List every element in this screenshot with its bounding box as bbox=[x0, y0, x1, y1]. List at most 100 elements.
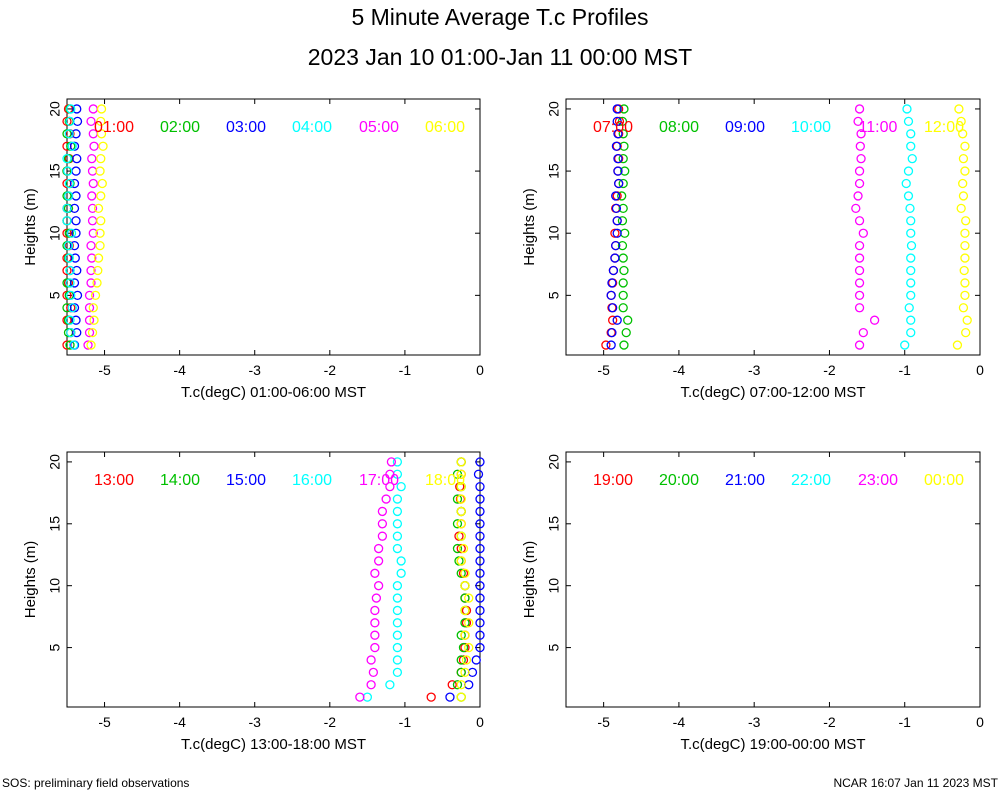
data-point bbox=[906, 265, 916, 276]
data-point bbox=[856, 129, 866, 139]
data-point bbox=[62, 154, 72, 164]
data-point bbox=[608, 303, 618, 313]
data-point bbox=[601, 340, 611, 350]
data-point bbox=[87, 154, 97, 164]
legend-label: 07:00 bbox=[593, 119, 633, 136]
data-point bbox=[854, 278, 865, 288]
series-0300 bbox=[69, 104, 83, 350]
data-point bbox=[869, 315, 880, 325]
series-1800 bbox=[456, 457, 474, 702]
data-point bbox=[366, 655, 376, 665]
data-point bbox=[475, 482, 485, 492]
data-point bbox=[854, 253, 865, 263]
data-point bbox=[377, 531, 388, 541]
data-point bbox=[452, 543, 463, 554]
data-point bbox=[854, 104, 865, 114]
data-point bbox=[464, 593, 474, 603]
data-point bbox=[452, 469, 463, 479]
data-point bbox=[475, 618, 485, 628]
data-point bbox=[370, 568, 380, 578]
legend-label: 19:00 bbox=[593, 472, 633, 489]
data-point bbox=[396, 568, 406, 578]
x-tick-label: -3 bbox=[748, 714, 761, 730]
y-tick-label: 10 bbox=[47, 578, 63, 594]
data-point bbox=[392, 642, 403, 653]
data-point bbox=[618, 129, 628, 139]
series-1500 bbox=[445, 457, 485, 702]
data-point bbox=[613, 129, 623, 139]
data-point bbox=[456, 531, 466, 541]
data-point bbox=[619, 265, 629, 276]
data-point bbox=[464, 642, 474, 653]
legend-label: 18:00 bbox=[425, 472, 465, 489]
data-point bbox=[96, 154, 106, 164]
legend-label: 06:00 bbox=[425, 119, 465, 136]
data-point bbox=[396, 556, 406, 566]
data-point bbox=[72, 327, 82, 338]
legend-label: 05:00 bbox=[359, 119, 399, 136]
data-point bbox=[456, 469, 466, 479]
data-point bbox=[456, 494, 466, 504]
data-point bbox=[456, 568, 466, 578]
data-point bbox=[960, 228, 970, 238]
data-point bbox=[64, 178, 74, 189]
data-point bbox=[619, 340, 629, 350]
data-point bbox=[475, 642, 485, 653]
data-point bbox=[396, 482, 406, 492]
data-point bbox=[370, 618, 380, 628]
data-point bbox=[960, 290, 970, 300]
data-point bbox=[64, 129, 74, 139]
data-point bbox=[392, 618, 403, 628]
data-point bbox=[87, 166, 98, 176]
data-point bbox=[63, 166, 73, 176]
data-point bbox=[62, 265, 72, 276]
x-tick-label: -1 bbox=[899, 362, 912, 378]
data-point bbox=[392, 543, 403, 554]
y-tick-label: 10 bbox=[546, 225, 562, 241]
data-point bbox=[960, 141, 970, 151]
data-point bbox=[854, 265, 865, 276]
series-1400 bbox=[452, 457, 470, 702]
data-point bbox=[87, 216, 98, 226]
data-point bbox=[69, 340, 79, 350]
y-tick-label: 10 bbox=[47, 225, 63, 241]
series-0600 bbox=[86, 104, 108, 350]
data-point bbox=[612, 228, 622, 238]
data-point bbox=[96, 116, 106, 127]
series-0900 bbox=[606, 104, 624, 350]
data-point bbox=[464, 618, 474, 628]
legend-label: 22:00 bbox=[791, 472, 831, 489]
data-point bbox=[93, 253, 104, 263]
legend-label: 00:00 bbox=[924, 472, 964, 489]
data-point bbox=[606, 290, 616, 300]
data-point bbox=[617, 191, 627, 201]
x-tick-label: 0 bbox=[976, 714, 984, 730]
legend-label: 09:00 bbox=[725, 119, 765, 136]
data-point bbox=[89, 315, 99, 325]
legend-label: 17:00 bbox=[359, 472, 399, 489]
data-point bbox=[71, 228, 81, 238]
data-point bbox=[84, 315, 95, 325]
data-point bbox=[385, 469, 395, 479]
data-point bbox=[904, 303, 914, 313]
legend-label: 10:00 bbox=[791, 119, 831, 136]
x-axis-label: T.c(degC) 19:00-00:00 MST bbox=[680, 736, 865, 753]
data-point bbox=[460, 667, 470, 677]
plot-frame bbox=[565, 451, 981, 708]
legend-label: 15:00 bbox=[226, 472, 266, 489]
data-point bbox=[88, 178, 98, 189]
y-tick-label: 5 bbox=[546, 291, 562, 299]
legend-label: 02:00 bbox=[160, 119, 200, 136]
y-tick-label: 20 bbox=[47, 454, 63, 470]
data-point bbox=[461, 655, 472, 665]
data-point bbox=[958, 303, 969, 313]
x-tick-label: 0 bbox=[476, 714, 484, 730]
data-point bbox=[86, 278, 96, 288]
y-tick-label: 15 bbox=[546, 516, 562, 532]
data-point bbox=[62, 203, 72, 214]
data-point bbox=[960, 253, 970, 263]
data-point bbox=[63, 240, 74, 251]
data-point bbox=[960, 166, 970, 176]
legend-label: 03:00 bbox=[226, 119, 266, 136]
